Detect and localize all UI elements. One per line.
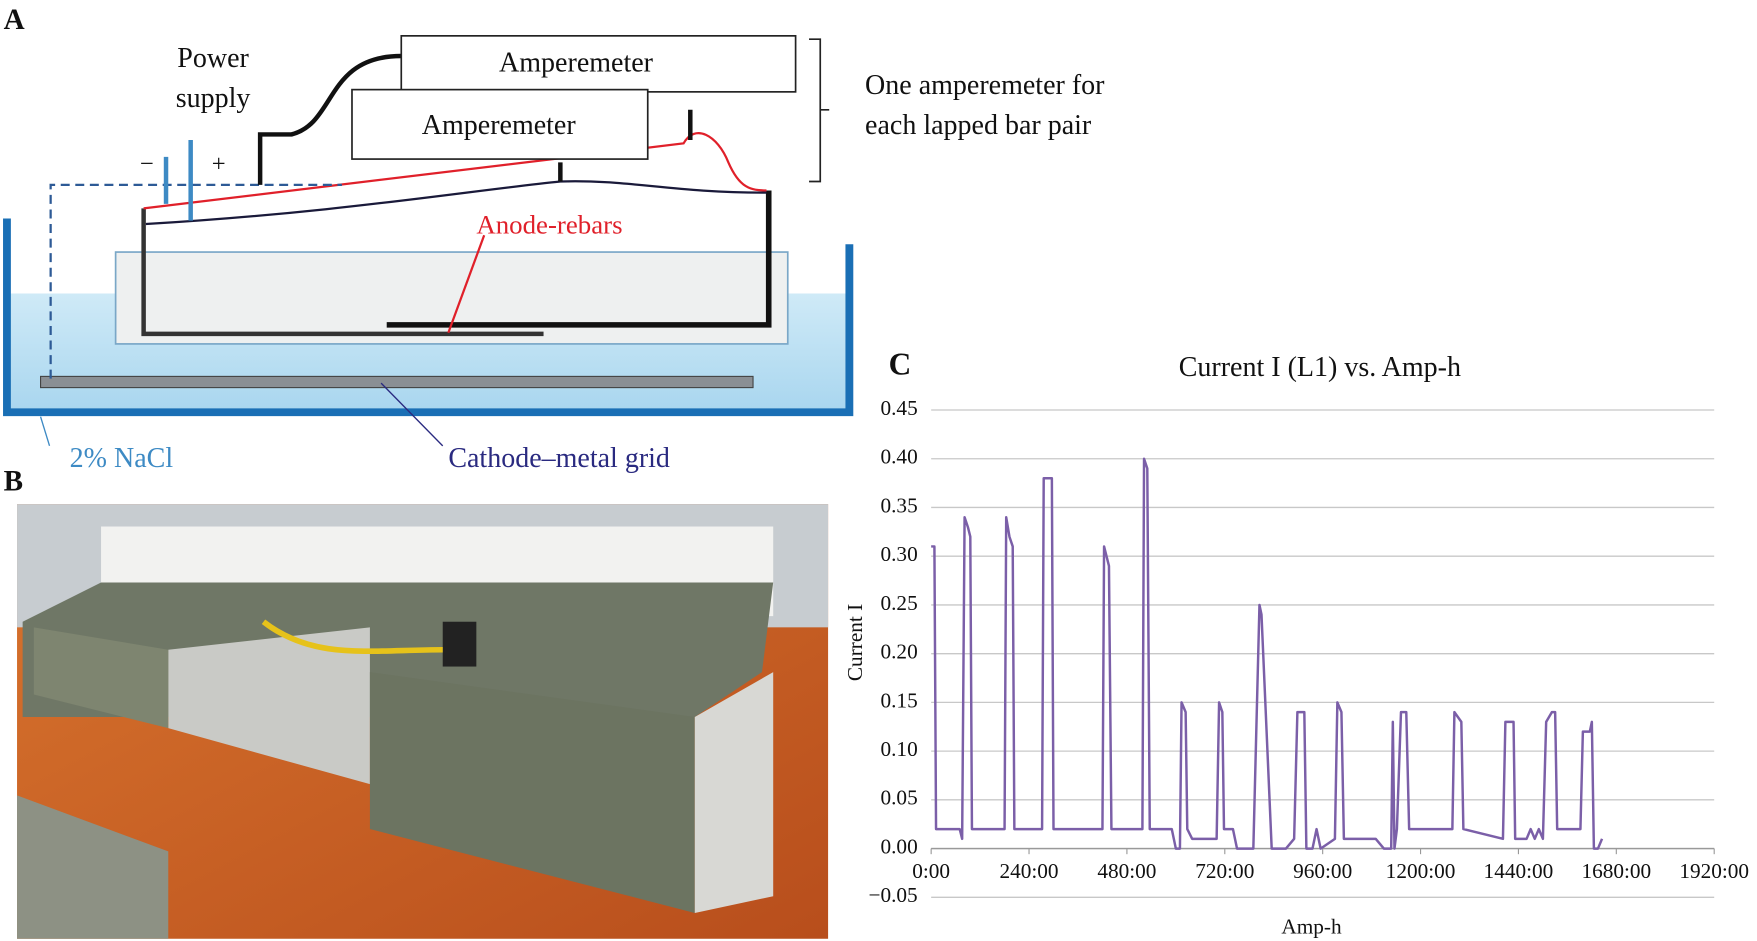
- diagram-label: 2% NaCl: [70, 443, 174, 474]
- panel-label: C: [889, 347, 912, 382]
- y-tick-label: 0.25: [880, 591, 917, 615]
- x-tick-label: 1680:00: [1581, 859, 1651, 883]
- diagram-label: Amperemeter: [422, 110, 577, 141]
- x-tick-label: 480:00: [1097, 859, 1156, 883]
- data-line: [931, 457, 1604, 850]
- x-tick-label: 720:00: [1195, 859, 1254, 883]
- x-tick-label: 1200:00: [1386, 859, 1456, 883]
- diagram-label: Cathode–metal grid: [448, 443, 670, 474]
- y-tick-label: 0.15: [880, 688, 917, 712]
- x-tick-label: 1920:00: [1679, 859, 1749, 883]
- diagram-label: One amperemeter for: [865, 70, 1105, 101]
- y-tick-label: −0.05: [868, 883, 917, 907]
- diagram-label: +: [212, 150, 226, 177]
- y-tick-label: 0.10: [880, 737, 917, 761]
- panel-label: B: [4, 466, 23, 498]
- diagram-label: Anode-rebars: [476, 210, 622, 240]
- x-tick-label: 0:00: [912, 859, 950, 883]
- photo: [17, 504, 829, 939]
- y-tick-label: 0.40: [880, 445, 917, 469]
- y-tick-label: 0.35: [880, 493, 917, 517]
- diagram-label: each lapped bar pair: [865, 110, 1092, 141]
- diagram-label: Power: [177, 43, 249, 74]
- y-tick-label: 0.05: [880, 786, 917, 810]
- diagram-label: Amperemeter: [499, 47, 654, 78]
- diagram-label: −: [140, 150, 154, 177]
- panel-label: A: [4, 4, 25, 36]
- x-tick-label: 960:00: [1293, 859, 1352, 883]
- tank: [3, 35, 854, 447]
- chart-title: Current I (L1) vs. Amp-h: [1179, 352, 1461, 383]
- x-tick-label: 240:00: [999, 859, 1058, 883]
- y-tick-label: 0.45: [880, 396, 917, 420]
- x-tick-label: 1440:00: [1484, 859, 1554, 883]
- y-tick-label: 0.20: [880, 640, 917, 664]
- y-axis-label: Current I: [843, 604, 867, 681]
- diagram-label: supply: [176, 83, 251, 114]
- y-tick-label: 0.00: [880, 834, 917, 858]
- x-axis-label: Amp-h: [1281, 915, 1342, 939]
- y-tick-label: 0.30: [880, 542, 917, 566]
